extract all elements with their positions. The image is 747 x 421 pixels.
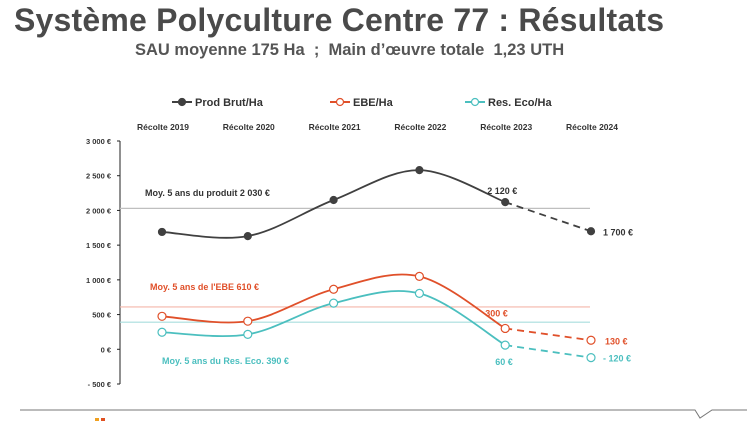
data-label: 130 € bbox=[605, 336, 628, 346]
x-category-label: Récolte 2019 bbox=[137, 122, 189, 132]
data-point bbox=[414, 288, 424, 298]
data-point bbox=[501, 197, 510, 207]
data-point bbox=[329, 284, 339, 294]
data-point bbox=[243, 316, 253, 326]
page-subtitle: SAU moyenne 175 Ha ; Main d’œuvre totale… bbox=[135, 41, 565, 59]
data-point bbox=[157, 311, 167, 321]
data-label: 60 € bbox=[495, 357, 513, 367]
page-title: Système Polyculture Centre 77 : Résultat… bbox=[14, 2, 665, 38]
x-category-label: Récolte 2020 bbox=[223, 122, 275, 132]
data-point bbox=[586, 227, 596, 236]
data-point bbox=[157, 327, 167, 337]
legend-marker-icon bbox=[335, 97, 345, 107]
y-tick-label: 2 000 € bbox=[86, 206, 112, 215]
average-label: Moy. 5 ans du produit 2 030 € bbox=[145, 188, 270, 198]
data-point bbox=[243, 232, 252, 241]
y-tick-label: 0 € bbox=[101, 345, 112, 354]
y-tick-label: 1 500 € bbox=[86, 241, 112, 250]
series-forecast-line-2 bbox=[505, 344, 592, 359]
data-point bbox=[586, 353, 596, 363]
legend-label: EBE/Ha bbox=[353, 97, 394, 109]
footer-divider bbox=[20, 409, 747, 419]
data-point bbox=[500, 323, 510, 334]
data-point bbox=[157, 227, 167, 237]
average-label: Moy. 5 ans du Res. Eco. 390 € bbox=[162, 356, 289, 366]
data-label: 1 700 € bbox=[603, 227, 633, 237]
y-tick-label: - 500 € bbox=[88, 380, 112, 389]
series-forecast-line-1 bbox=[505, 327, 592, 342]
y-tick-label: 2 500 € bbox=[86, 172, 112, 181]
data-label: 300 € bbox=[485, 308, 508, 318]
x-category-label: Récolte 2023 bbox=[480, 122, 532, 132]
data-label: 2 120 € bbox=[487, 186, 517, 196]
legend-marker-icon bbox=[177, 97, 187, 107]
data-point bbox=[414, 271, 424, 281]
legend-marker-icon bbox=[470, 97, 480, 107]
series-forecast-line-0 bbox=[504, 201, 592, 233]
data-point bbox=[500, 340, 510, 350]
data-point bbox=[329, 195, 338, 205]
data-point bbox=[415, 166, 424, 175]
y-tick-label: 500 € bbox=[92, 311, 112, 320]
x-category-label: Récolte 2021 bbox=[309, 122, 361, 132]
logo-mark bbox=[101, 418, 105, 421]
logo-mark bbox=[95, 418, 99, 421]
data-point bbox=[586, 335, 596, 345]
y-tick-label: 1 000 € bbox=[86, 276, 112, 285]
average-label: Moy. 5 ans de l'EBE 610 € bbox=[150, 282, 259, 292]
y-tick-label: 3 000 € bbox=[86, 137, 112, 146]
data-label: - 120 € bbox=[603, 354, 631, 364]
x-category-label: Récolte 2024 bbox=[566, 122, 618, 132]
legend-label: Res. Eco/Ha bbox=[488, 97, 552, 109]
legend-label: Prod Brut/Ha bbox=[195, 97, 264, 109]
data-point bbox=[243, 329, 253, 339]
data-point bbox=[329, 298, 339, 308]
x-category-label: Récolte 2022 bbox=[394, 122, 446, 132]
